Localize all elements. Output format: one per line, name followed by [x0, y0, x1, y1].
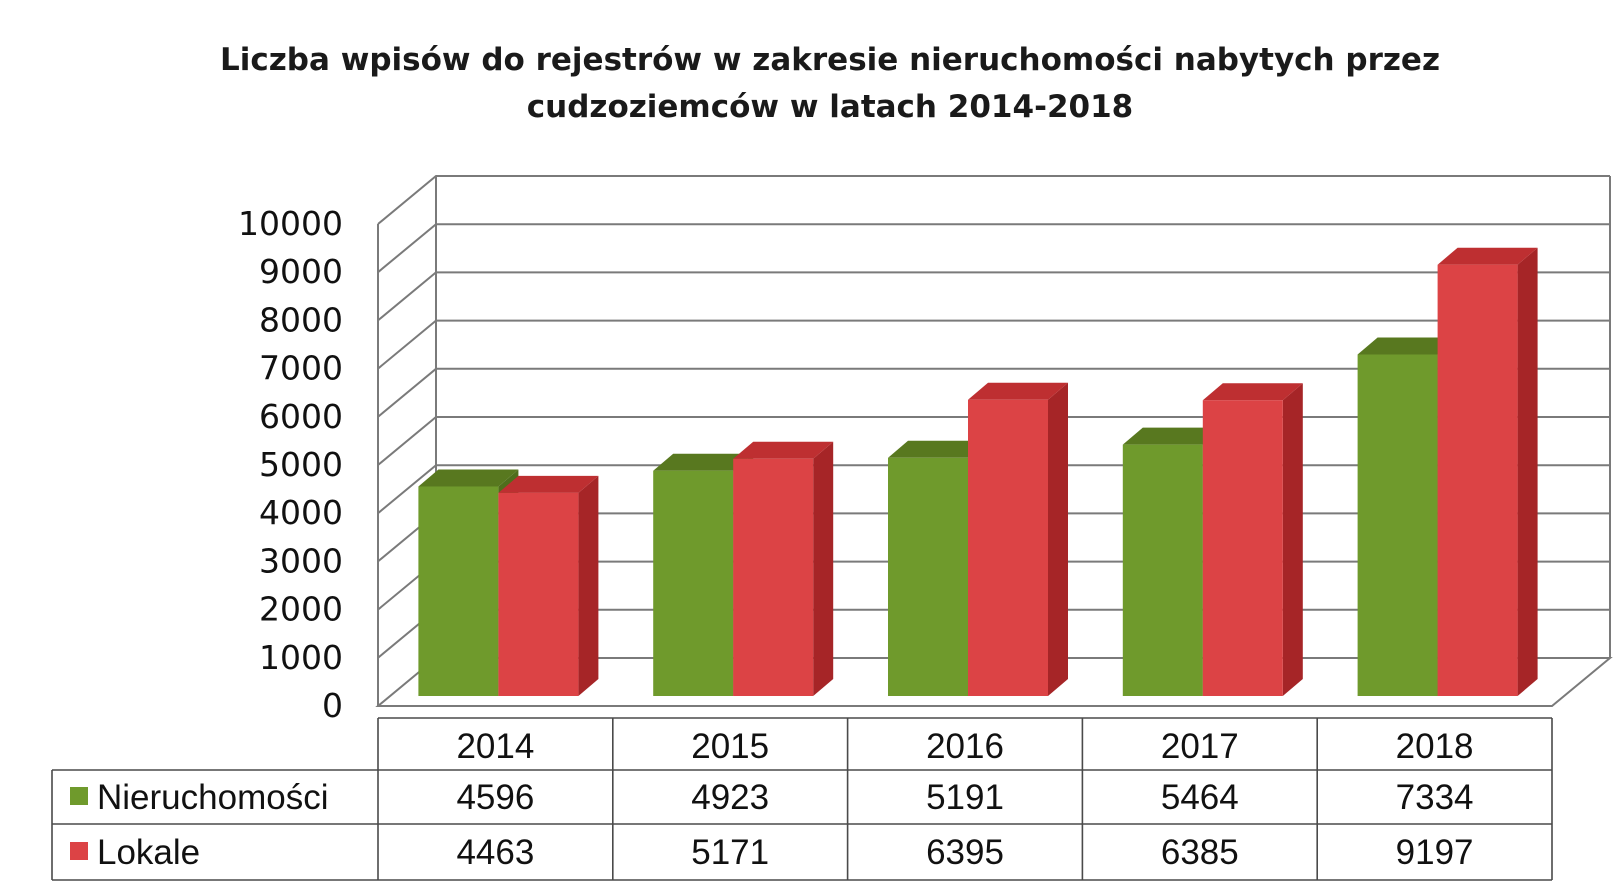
data-label: 6395	[926, 833, 1004, 872]
data-label: 4463	[456, 833, 534, 872]
x-tick-label: 2018	[1396, 727, 1474, 766]
bar-front	[498, 492, 579, 696]
y-tick-label: 10000	[238, 204, 343, 243]
bar-front	[968, 399, 1048, 696]
legend-entry: Lokale	[97, 833, 200, 872]
y-tick-label: 4000	[259, 493, 343, 532]
bar	[1437, 247, 1538, 697]
bar-top	[653, 453, 754, 471]
bar	[968, 382, 1068, 696]
floor	[375, 657, 1613, 707]
bar-top	[968, 382, 1068, 400]
y-tick-label: 7000	[259, 349, 343, 388]
chart-title-line-1: Liczba wpisów do rejestrów w zakresie ni…	[220, 42, 1440, 78]
y-tick-label: 5000	[259, 445, 343, 484]
bar-top	[888, 440, 988, 458]
bar-front	[1357, 354, 1438, 696]
data-label: 9197	[1396, 833, 1474, 872]
data-label: 5464	[1161, 778, 1239, 817]
bar-side	[1048, 382, 1068, 696]
x-tick-label: 2015	[691, 727, 769, 766]
y-tick-label: 3000	[259, 541, 343, 580]
bar-top	[1202, 383, 1303, 401]
y-tick-label: 0	[322, 686, 343, 725]
data-label: 4923	[691, 778, 769, 817]
bar-top	[498, 475, 599, 493]
y-tick-label: 9000	[259, 252, 343, 291]
y-tick-label: 2000	[259, 590, 343, 629]
gridline	[377, 271, 1610, 322]
y-tick-label: 8000	[259, 300, 343, 339]
y-tick-label: 6000	[259, 397, 343, 436]
chart-title-line-2: cudzoziemców w latach 2014-2018	[527, 89, 1133, 125]
x-tick-label: 2016	[926, 727, 1004, 766]
data-table: 2014 2015 2016 2017 2018 Nieruchomości 4596 492…	[51, 717, 1553, 881]
bar-front	[653, 470, 734, 696]
data-label: 5171	[691, 833, 769, 872]
y-axis-ticks: 0 1000 2000 3000 4000 5000 6000 7000 8000 9000 100…	[238, 204, 343, 725]
data-label: 7334	[1396, 778, 1474, 817]
bar-top	[1122, 427, 1223, 445]
bar-front	[418, 486, 499, 696]
legend-entry: Nieruchomości	[97, 778, 328, 817]
x-tick-label: 2017	[1161, 727, 1239, 766]
gridline	[377, 367, 1610, 418]
bar-top	[733, 441, 834, 459]
bars	[418, 247, 1538, 697]
bar-side	[1282, 383, 1303, 696]
bar-front	[1437, 264, 1518, 696]
bar-front	[1122, 444, 1203, 696]
bar-side	[813, 441, 834, 696]
legend-swatch	[70, 842, 88, 860]
chart-title: Liczba wpisów do rejestrów w zakresie ni…	[220, 42, 1440, 125]
gridline	[377, 175, 1610, 225]
bar-top	[1357, 337, 1458, 355]
gridline	[377, 223, 1610, 273]
bar-front	[733, 458, 814, 696]
x-tick-label: 2014	[456, 727, 534, 766]
y-tick-label: 1000	[259, 638, 343, 677]
bar-front	[1202, 400, 1283, 696]
bar	[733, 441, 834, 696]
data-label: 5191	[926, 778, 1004, 817]
bar-top	[1437, 247, 1538, 265]
bar	[498, 475, 599, 696]
gridline	[377, 319, 1610, 370]
bar	[1202, 383, 1303, 696]
bar-top	[418, 469, 519, 487]
bar-side	[578, 475, 599, 696]
legend-swatch	[70, 787, 88, 805]
data-label: 4596	[456, 778, 534, 817]
data-label: 6385	[1161, 833, 1239, 872]
bar-side	[1517, 247, 1538, 697]
bar-front	[888, 457, 968, 696]
